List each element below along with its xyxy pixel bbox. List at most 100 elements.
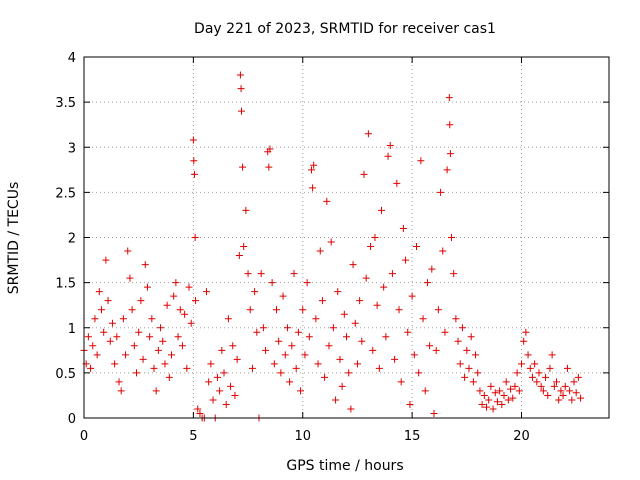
data-point: [563, 364, 571, 372]
data-point: [393, 179, 401, 187]
data-point: [526, 364, 534, 372]
data-point: [537, 382, 545, 390]
data-point: [316, 247, 324, 255]
data-point: [181, 310, 189, 318]
data-point: [544, 391, 552, 399]
data-point: [283, 324, 291, 332]
data-point: [382, 333, 390, 341]
data-point: [441, 328, 449, 336]
data-point: [487, 382, 495, 390]
data-point: [115, 378, 123, 386]
data-point: [292, 364, 300, 372]
data-point: [233, 355, 241, 363]
data-point: [498, 400, 506, 408]
data-points: [80, 71, 585, 422]
data-point: [356, 297, 364, 305]
data-point: [222, 400, 230, 408]
data-point: [124, 247, 132, 255]
data-point: [135, 328, 143, 336]
data-point: [290, 270, 298, 278]
data-point: [270, 360, 278, 368]
data-point: [535, 369, 543, 377]
data-point: [476, 387, 484, 395]
data-point: [146, 333, 154, 341]
data-point: [301, 351, 309, 359]
x-tick-label: 20: [513, 429, 530, 444]
data-point: [502, 378, 510, 386]
data-point: [456, 360, 464, 368]
data-point: [513, 369, 521, 377]
x-tick-label: 0: [80, 429, 88, 444]
data-point: [98, 306, 105, 314]
data-point: [113, 333, 121, 341]
data-point: [257, 270, 265, 278]
y-tick-label: 0: [68, 412, 76, 427]
data-point: [351, 319, 359, 327]
data-point: [515, 387, 523, 395]
data-point: [546, 364, 554, 372]
data-point: [248, 364, 256, 372]
data-point: [432, 346, 440, 354]
data-point: [189, 136, 197, 144]
data-point: [183, 364, 191, 372]
data-point: [375, 364, 383, 372]
data-point: [542, 373, 550, 381]
data-point: [428, 265, 436, 273]
data-point: [203, 288, 210, 296]
data-point: [553, 378, 560, 386]
data-point: [157, 324, 165, 332]
data-point: [561, 382, 569, 390]
data-point: [500, 391, 508, 399]
data-point: [288, 342, 296, 350]
data-point: [504, 396, 512, 404]
data-point: [253, 328, 261, 336]
data-point: [148, 315, 156, 323]
data-point: [294, 328, 302, 336]
data-point: [353, 360, 361, 368]
data-point: [259, 324, 267, 332]
data-point: [141, 261, 149, 269]
data-point: [168, 351, 175, 359]
data-point: [231, 391, 239, 399]
data-point: [566, 387, 574, 395]
data-point: [404, 328, 412, 336]
data-point: [84, 333, 92, 341]
data-point: [450, 270, 458, 278]
y-tick-label: 2.5: [55, 186, 76, 201]
data-point: [463, 346, 471, 354]
data-point: [415, 369, 423, 377]
data-point: [445, 94, 453, 102]
data-point: [332, 396, 340, 404]
data-point: [196, 409, 204, 417]
data-point: [95, 288, 103, 296]
data-point: [360, 170, 368, 178]
data-point: [531, 360, 539, 368]
data-point: [279, 292, 287, 300]
data-point: [100, 328, 108, 336]
data-point: [273, 306, 280, 314]
data-point: [413, 243, 420, 251]
y-tick-label: 3: [68, 141, 76, 156]
data-point: [384, 152, 392, 160]
data-point: [423, 279, 431, 287]
data-point: [209, 396, 217, 404]
x-tick-labels: 0 5 10 15 20: [80, 429, 530, 444]
data-point: [577, 394, 585, 402]
data-point: [170, 292, 178, 300]
data-point: [524, 351, 532, 359]
data-point: [205, 378, 213, 386]
data-point: [207, 360, 215, 368]
data-point: [474, 369, 482, 377]
data-point: [386, 141, 394, 149]
data-point: [528, 373, 536, 381]
data-point: [325, 342, 333, 350]
data-point: [246, 306, 254, 314]
data-point: [154, 346, 162, 354]
data-point: [190, 157, 198, 165]
y-axis-title: SRMTID / TECUs: [6, 182, 22, 295]
data-point: [268, 279, 276, 287]
data-point: [178, 342, 186, 350]
data-point: [185, 283, 193, 291]
data-point: [152, 387, 160, 395]
data-point: [240, 243, 248, 251]
